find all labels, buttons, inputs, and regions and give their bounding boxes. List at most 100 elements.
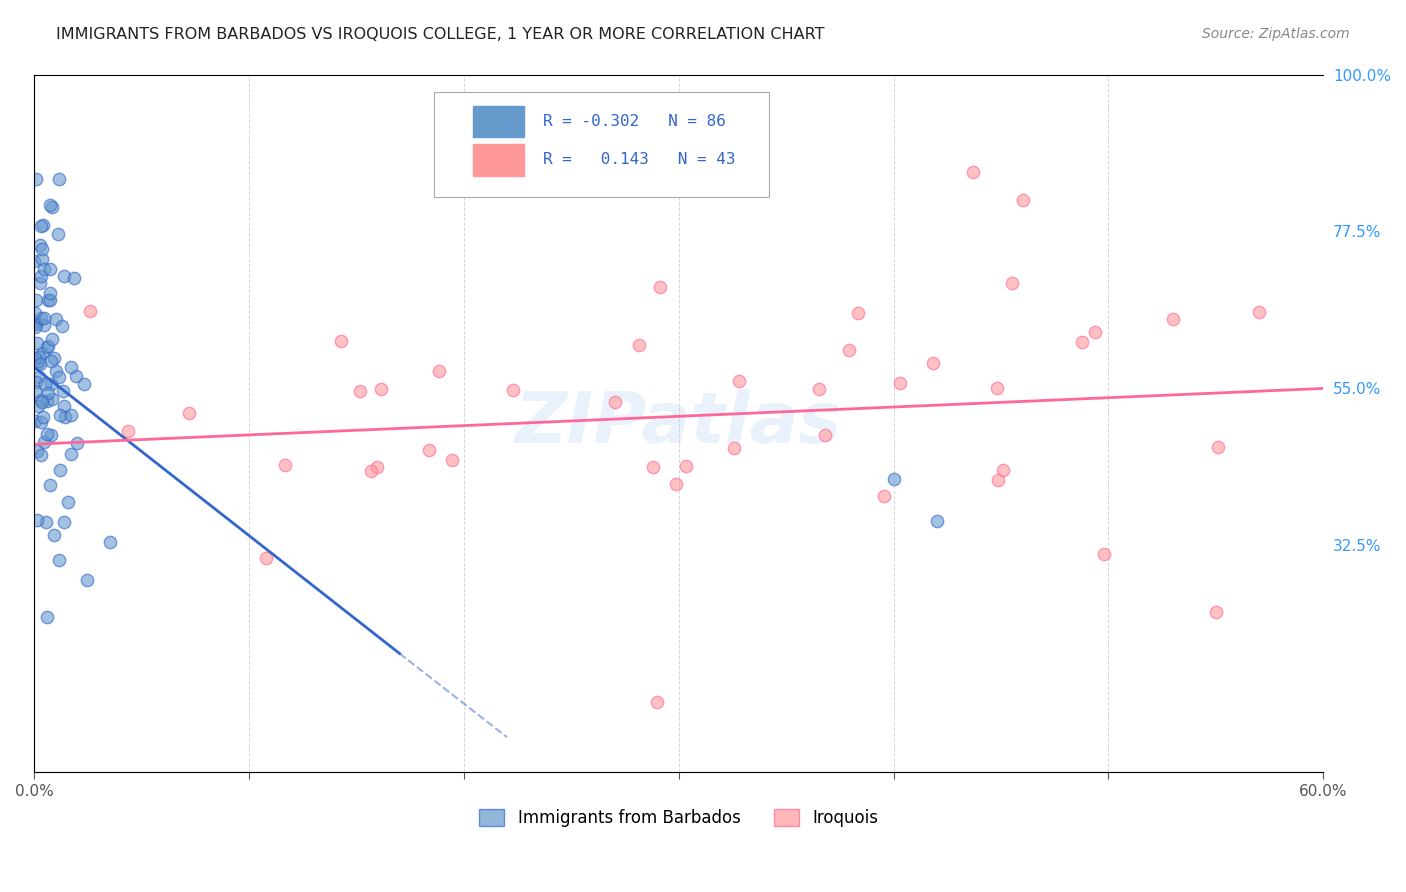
Iroquois xyxy=(179,406,201,420)
Iroquois xyxy=(418,442,440,457)
Iroquois xyxy=(873,489,896,503)
Iroquois xyxy=(647,695,669,709)
Iroquois xyxy=(846,305,869,319)
Immigrants from Barbados xyxy=(32,262,55,277)
Immigrants from Barbados xyxy=(30,416,52,430)
Immigrants from Barbados xyxy=(883,472,905,486)
Immigrants from Barbados xyxy=(52,384,75,399)
Immigrants from Barbados xyxy=(41,392,63,406)
Immigrants from Barbados xyxy=(59,447,82,461)
Immigrants from Barbados xyxy=(25,444,48,458)
Iroquois xyxy=(273,458,295,473)
Immigrants from Barbados xyxy=(27,354,49,368)
Iroquois xyxy=(366,459,388,474)
Immigrants from Barbados xyxy=(27,356,49,370)
Legend: Immigrants from Barbados, Iroquois: Immigrants from Barbados, Iroquois xyxy=(472,802,884,833)
Immigrants from Barbados xyxy=(22,253,45,268)
Immigrants from Barbados xyxy=(53,410,76,425)
Iroquois xyxy=(675,459,697,474)
Iroquois xyxy=(728,374,751,388)
Iroquois xyxy=(643,460,665,475)
Immigrants from Barbados xyxy=(51,319,73,334)
Immigrants from Barbados xyxy=(24,414,46,428)
Iroquois xyxy=(370,382,392,396)
Immigrants from Barbados xyxy=(34,376,56,391)
Immigrants from Barbados xyxy=(46,227,69,242)
Immigrants from Barbados xyxy=(28,370,51,384)
Immigrants from Barbados xyxy=(48,370,70,384)
Iroquois xyxy=(329,334,352,348)
Immigrants from Barbados xyxy=(45,363,67,377)
Iroquois xyxy=(1084,325,1107,339)
Iroquois xyxy=(808,382,831,396)
Iroquois xyxy=(1205,605,1227,619)
Immigrants from Barbados xyxy=(42,528,65,542)
Iroquois xyxy=(814,427,837,442)
Immigrants from Barbados xyxy=(30,449,52,463)
Iroquois xyxy=(838,343,860,357)
Iroquois xyxy=(79,303,101,318)
Iroquois xyxy=(991,463,1014,477)
Immigrants from Barbados xyxy=(53,268,76,283)
Immigrants from Barbados xyxy=(35,340,58,354)
Immigrants from Barbados xyxy=(24,306,46,320)
Immigrants from Barbados xyxy=(30,311,52,326)
Immigrants from Barbados xyxy=(28,350,51,364)
Immigrants from Barbados xyxy=(31,252,53,266)
Immigrants from Barbados xyxy=(98,535,121,549)
Immigrants from Barbados xyxy=(35,426,58,441)
Immigrants from Barbados xyxy=(65,368,87,383)
Bar xyxy=(472,145,524,176)
Immigrants from Barbados xyxy=(37,293,59,307)
Iroquois xyxy=(603,395,626,409)
Text: ZIPatlas: ZIPatlas xyxy=(515,389,842,458)
Immigrants from Barbados xyxy=(25,172,48,186)
Immigrants from Barbados xyxy=(32,311,55,326)
Immigrants from Barbados xyxy=(25,513,48,527)
Immigrants from Barbados xyxy=(925,514,948,528)
Immigrants from Barbados xyxy=(52,516,75,530)
Immigrants from Barbados xyxy=(25,293,48,307)
Iroquois xyxy=(650,280,672,294)
Immigrants from Barbados xyxy=(38,477,60,491)
Immigrants from Barbados xyxy=(39,354,62,368)
Immigrants from Barbados xyxy=(41,332,63,346)
Iroquois xyxy=(360,464,382,478)
FancyBboxPatch shape xyxy=(434,92,769,196)
Iroquois xyxy=(628,337,651,351)
Immigrants from Barbados xyxy=(73,376,96,391)
Iroquois xyxy=(665,477,688,491)
Immigrants from Barbados xyxy=(39,285,62,300)
Iroquois xyxy=(1247,304,1270,318)
Immigrants from Barbados xyxy=(35,610,58,624)
Immigrants from Barbados xyxy=(39,262,62,277)
Immigrants from Barbados xyxy=(48,463,70,477)
Iroquois xyxy=(349,384,371,399)
Immigrants from Barbados xyxy=(52,400,75,414)
Immigrants from Barbados xyxy=(49,408,72,422)
Immigrants from Barbados xyxy=(66,435,89,450)
Iroquois xyxy=(1011,193,1033,207)
Immigrants from Barbados xyxy=(41,200,63,214)
Immigrants from Barbados xyxy=(37,339,59,353)
Immigrants from Barbados xyxy=(28,357,51,371)
Immigrants from Barbados xyxy=(30,393,52,408)
Immigrants from Barbados xyxy=(30,268,52,283)
Immigrants from Barbados xyxy=(25,375,48,389)
Immigrants from Barbados xyxy=(27,336,49,351)
Immigrants from Barbados xyxy=(30,277,52,291)
Immigrants from Barbados xyxy=(34,435,56,450)
Bar xyxy=(472,106,524,137)
Iroquois xyxy=(889,376,911,390)
Text: R =   0.143   N = 43: R = 0.143 N = 43 xyxy=(544,153,735,167)
Text: IMMIGRANTS FROM BARBADOS VS IROQUOIS COLLEGE, 1 YEAR OR MORE CORRELATION CHART: IMMIGRANTS FROM BARBADOS VS IROQUOIS COL… xyxy=(56,27,825,42)
Iroquois xyxy=(427,364,450,378)
Iroquois xyxy=(1001,276,1024,290)
Immigrants from Barbados xyxy=(24,351,46,366)
Immigrants from Barbados xyxy=(48,553,70,567)
Immigrants from Barbados xyxy=(44,351,66,365)
Iroquois xyxy=(117,425,139,439)
Immigrants from Barbados xyxy=(63,271,86,285)
Immigrants from Barbados xyxy=(27,399,49,413)
Immigrants from Barbados xyxy=(76,574,98,588)
